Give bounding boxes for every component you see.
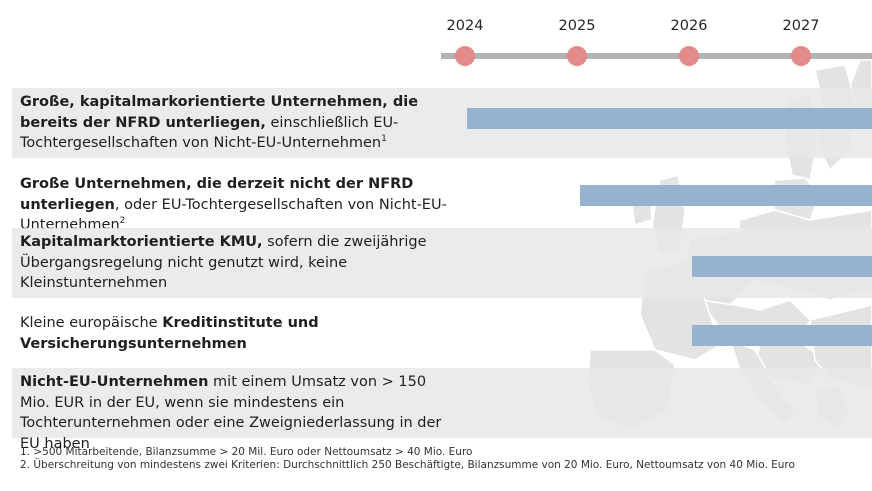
row-4-normal: Kleine europäische: [20, 315, 163, 331]
timeline-line: [441, 53, 872, 59]
footnote-1: 1. >500 Mitarbeitende, Bilanzsumme > 20 …: [20, 446, 473, 458]
year-marker-2024: [455, 46, 475, 66]
row-2-bar: [580, 185, 872, 206]
row-5-normal: mit einem Umsatz von > 150 Mio. EUR in d…: [20, 374, 442, 452]
row-3-normal: sofern die zweijährige Übergangsregelung…: [20, 234, 427, 291]
footnotes: 1. >500 Mitarbeitende, Bilanzsumme > 20 …: [20, 446, 795, 471]
row-1-bold: Große, kapitalmarkorientierte Unternehme…: [20, 94, 419, 131]
row-3-bar: [692, 256, 872, 277]
row-1-footnote-ref: 1: [381, 134, 387, 144]
year-marker-2026: [679, 46, 699, 66]
row-2-footnote-ref: 2: [119, 216, 126, 226]
row-2: Große Unternehmen, die derzeit nicht der…: [12, 168, 872, 233]
row-4-text: Kleine europäische Kreditinstitute und V…: [20, 313, 460, 354]
year-marker-2027: [791, 46, 811, 66]
row-1-normal: einschließlich EU-Tochtergesellschaften …: [20, 114, 399, 152]
row-2-bold: Große Unternehmen, die derzeit nicht der…: [20, 176, 414, 213]
row-1-text: Große, kapitalmarkorientierte Unternehme…: [20, 92, 460, 154]
row-5: Nicht-EU-Unternehmen mit einem Umsatz vo…: [12, 368, 872, 452]
row-3-bold: Kapitalmarktorientierte KMU,: [20, 234, 263, 250]
year-label-2027: 2027: [782, 18, 820, 34]
row-5-text: Nicht-EU-Unternehmen mit einem Umsatz vo…: [20, 372, 460, 454]
year-label-2026: 2026: [670, 18, 708, 34]
row-4-bar: [692, 325, 872, 346]
year-label-2024: 2024: [446, 18, 484, 34]
row-2-text: Große Unternehmen, die derzeit nicht der…: [20, 174, 460, 236]
year-label-2025: 2025: [558, 18, 596, 34]
footnote-2: 2. Überschreitung von mindestens zwei Kr…: [20, 458, 795, 471]
row-1-bar: [467, 108, 872, 129]
row-5-bold: Nicht-EU-Unternehmen: [20, 374, 209, 390]
row-3-text: Kapitalmarktorientierte KMU, sofern die …: [20, 232, 460, 294]
row-4: Kleine europäische Kreditinstitute und V…: [12, 308, 872, 363]
year-marker-2025: [567, 46, 587, 66]
row-4-bold: Kreditinstitute und Versicherungsunterne…: [20, 315, 319, 352]
